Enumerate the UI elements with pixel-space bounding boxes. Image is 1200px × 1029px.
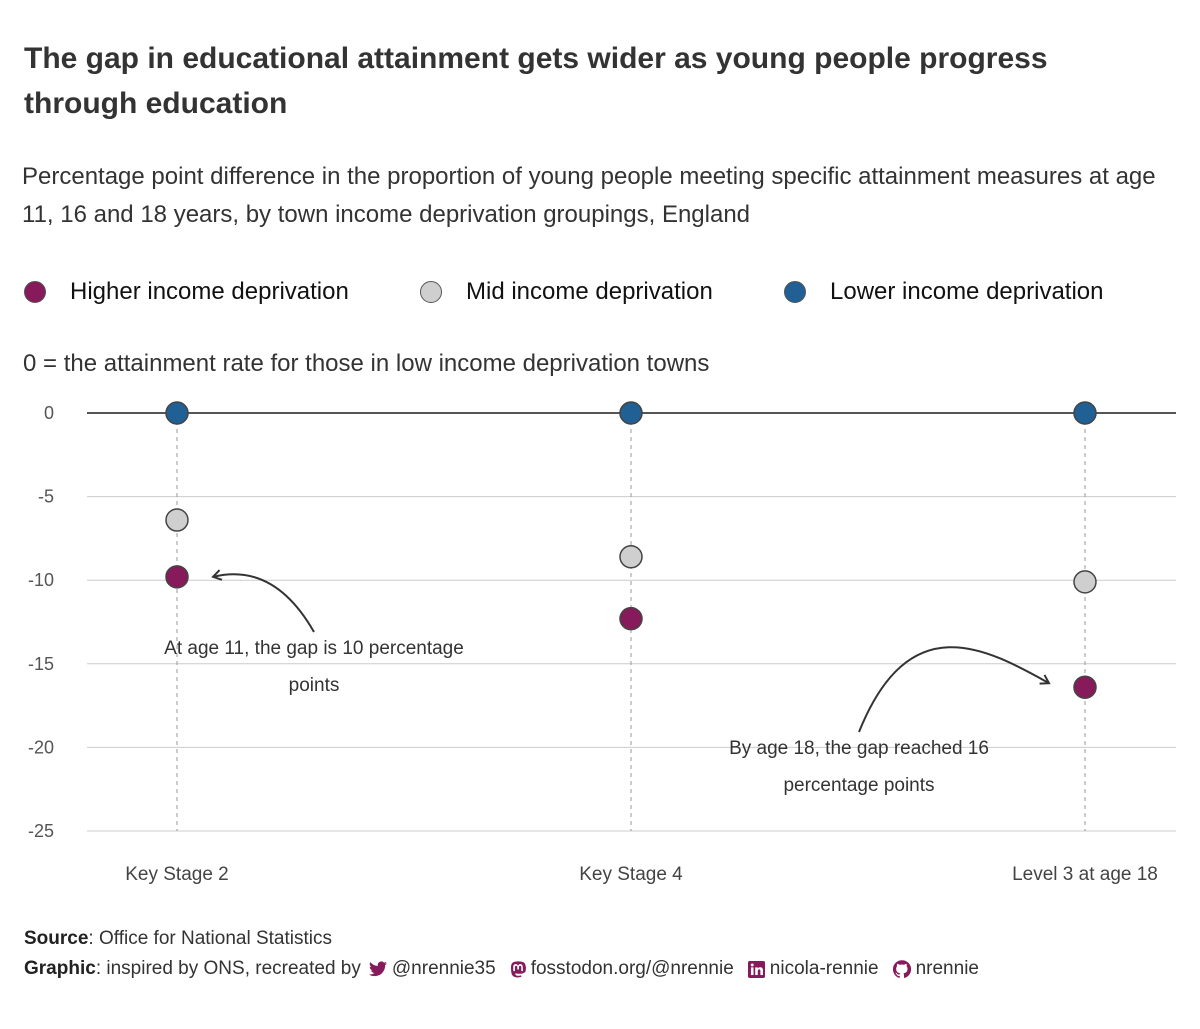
- data-point: [165, 401, 189, 425]
- source-caption: Source : Office for National Statistics: [24, 928, 332, 950]
- twitter-handle[interactable]: @nrennie35: [368, 958, 496, 980]
- annotation-arrow: [211, 569, 315, 633]
- github-icon: [892, 960, 911, 978]
- data-point: [165, 565, 189, 589]
- annotation-text: percentage points: [783, 775, 934, 796]
- mastodon-icon: [510, 960, 526, 977]
- data-point: [1073, 401, 1097, 425]
- legend-label-higher: Higher income deprivation: [70, 278, 349, 305]
- graphic-caption: Graphic : inspired by ONS, recreated by …: [24, 958, 979, 980]
- data-point: [1073, 675, 1097, 699]
- chart-title: The gap in educational attainment gets w…: [24, 42, 1048, 120]
- legend-item-mid: Mid income deprivation: [420, 272, 713, 312]
- data-point: [619, 606, 643, 631]
- y-tick-label: -20: [28, 737, 54, 757]
- annotation-text: At age 11, the gap is 10 percentage: [164, 638, 464, 659]
- graphic-text: : inspired by ONS, recreated by: [95, 958, 361, 979]
- legend-item-higher: Higher income deprivation: [24, 272, 349, 312]
- data-point: [619, 545, 643, 569]
- y-tick-label: -15: [28, 654, 54, 674]
- x-tick-label: Level 3 at age 18: [1012, 864, 1158, 885]
- github-handle[interactable]: nrennie: [892, 958, 979, 980]
- legend-swatch-mid: [420, 281, 442, 303]
- annotation-arrow: [858, 646, 1051, 733]
- linkedin-handle[interactable]: nicola-rennie: [747, 958, 879, 980]
- y-tick-label: -5: [38, 487, 54, 507]
- graphic-label: Graphic: [24, 958, 96, 979]
- data-point: [619, 401, 643, 425]
- annotation-text: points: [289, 675, 340, 696]
- legend-item-lower: Lower income deprivation: [784, 272, 1103, 312]
- y-tick-label: 0: [44, 403, 54, 423]
- zero-note: 0 = the attainment rate for those in low…: [23, 350, 710, 377]
- mastodon-text: fosstodon.org/@nrennie: [530, 958, 734, 979]
- linkedin-icon: [747, 960, 765, 978]
- y-tick-label: -10: [28, 570, 54, 590]
- legend: Higher income deprivation Mid income dep…: [24, 272, 1184, 312]
- x-tick-label: Key Stage 2: [125, 864, 229, 885]
- legend-swatch-lower: [784, 281, 806, 303]
- y-tick-label: -25: [28, 821, 54, 841]
- source-text: : Office for National Statistics: [88, 928, 332, 949]
- dot-plot: 0 -5 -10 -15 -20 -25 At age 11, the gap is 10…: [28, 401, 1176, 885]
- source-label: Source: [24, 928, 89, 949]
- chart-subtitle: Percentage point difference in the propo…: [22, 163, 1156, 228]
- data-point: [165, 508, 189, 532]
- twitter-icon: [368, 961, 387, 977]
- data-point: [1073, 570, 1097, 594]
- linkedin-text: nicola-rennie: [769, 958, 879, 979]
- legend-label-lower: Lower income deprivation: [830, 278, 1104, 305]
- twitter-text: @nrennie35: [391, 958, 496, 979]
- x-tick-label: Key Stage 4: [579, 864, 683, 885]
- legend-swatch-higher: [24, 281, 46, 303]
- mastodon-handle[interactable]: fosstodon.org/@nrennie: [510, 958, 734, 980]
- annotation-text: By age 18, the gap reached 16: [729, 738, 989, 759]
- github-text: nrennie: [915, 958, 979, 979]
- legend-label-mid: Mid income deprivation: [466, 278, 713, 305]
